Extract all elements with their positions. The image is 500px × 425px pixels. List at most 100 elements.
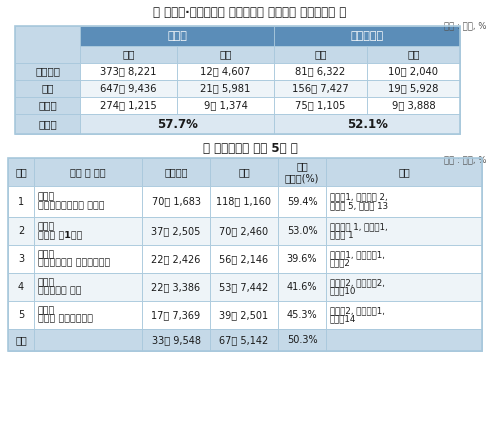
Text: 한국철도시설공단 이사장: 한국철도시설공단 이사장 [38,201,104,210]
Bar [177,46,274,63]
Text: 2: 2 [18,226,24,236]
Text: 인사혁신처: 인사혁신처 [350,31,384,41]
Bar [210,186,278,217]
Bar [274,114,460,134]
Text: 70억 2,460: 70억 2,460 [220,226,268,236]
Bar [326,245,482,273]
Bar [142,273,210,301]
Text: 22억 2,426: 22억 2,426 [152,254,200,264]
Text: 45.3%: 45.3% [286,310,318,320]
Bar [326,217,482,245]
Bar [8,273,34,301]
Text: 국토부 제1차관: 국토부 제1차관 [38,230,82,239]
Bar [274,97,367,114]
Bar [80,63,177,80]
Bar [367,63,460,80]
Bar [278,158,326,186]
Bar [274,80,367,97]
Bar [274,26,460,46]
Bar [34,217,142,245]
Bar [15,97,80,114]
Bar [210,329,278,351]
Bar [367,46,460,63]
Bar [142,329,210,351]
Text: 합계: 합계 [314,49,327,60]
Bar [142,186,210,217]
Bar [15,80,80,97]
Text: 이차액: 이차액 [38,100,57,110]
Text: 17억 7,369: 17억 7,369 [152,310,200,320]
Bar [326,158,482,186]
Bar [15,26,460,134]
Bar [34,301,142,329]
Text: 한국철도공사 상임감사위원: 한국철도공사 상임감사위원 [38,258,110,267]
Text: 정만석: 정만석 [38,278,55,288]
Bar [210,301,278,329]
Bar [142,245,210,273]
Text: 아파트1, 주상복합 2,: 아파트1, 주상복합 2, [330,193,388,201]
Text: 9억 1,374: 9억 1,374 [204,100,248,110]
Text: 373억 8,221: 373억 8,221 [100,66,157,76]
Bar [8,245,34,273]
Text: 53억 7,442: 53억 7,442 [220,282,268,292]
Bar [80,80,177,97]
Text: 53.0%: 53.0% [286,226,318,236]
Text: 아파트2, 주상복핂1,: 아파트2, 주상복핂1, [330,306,385,316]
Text: 67억 5,142: 67억 5,142 [220,335,268,345]
Bar [326,273,482,301]
Bar [177,80,274,97]
Text: 성명 및 직위: 성명 및 직위 [70,167,106,177]
Bar [80,97,177,114]
Bar [8,329,34,351]
Text: 국토부 항공정책실장: 국토부 항공정책실장 [38,314,93,323]
Bar [278,217,326,245]
Bar [142,158,210,186]
Text: 5: 5 [18,310,24,320]
Text: 12억 4,607: 12억 4,607 [200,66,250,76]
Bar [15,63,80,80]
Bar [210,158,278,186]
Bar [34,245,142,273]
Bar [8,217,34,245]
Text: 시세
반영률(%): 시세 반영률(%) [285,161,319,183]
Bar [34,329,142,351]
Bar [367,80,460,97]
Text: 아파트2, 주상복핂2,: 아파트2, 주상복핂2, [330,278,385,288]
Text: 아파트1, 주상복핂1,: 아파트1, 주상복핂1, [330,251,385,260]
Text: 단위 : 만원, %: 단위 : 만원, % [444,155,487,164]
Text: 70억 1,683: 70억 1,683 [152,196,200,207]
Text: 신고가액: 신고가액 [35,66,60,76]
Text: 52.1%: 52.1% [346,117,388,130]
Text: 전답듵14: 전답듵14 [330,314,356,323]
Text: 상가듵 5, 전답듵 13: 상가듵 5, 전답듵 13 [330,201,388,210]
Bar [210,245,278,273]
Text: 1: 1 [18,196,24,207]
Bar [142,301,210,329]
Text: 단위 : 만원, %: 단위 : 만원, % [444,21,487,30]
Bar [34,158,142,186]
Text: 4: 4 [18,282,24,292]
Bar [177,97,274,114]
Bar [8,301,34,329]
Text: 신고기액: 신고기액 [164,167,188,177]
Bar [8,158,482,351]
Bar [326,329,482,351]
Text: 시세: 시세 [41,83,54,94]
Text: 156억 7,427: 156억 7,427 [292,83,349,94]
Bar [34,186,142,217]
Text: 59.4%: 59.4% [286,196,318,207]
Text: 평균: 평균 [15,335,27,345]
Bar [278,273,326,301]
Bar [278,245,326,273]
Bar [80,114,274,134]
Bar [80,26,274,46]
Text: 50.3%: 50.3% [286,335,318,345]
Text: 전답듵10: 전답듵10 [330,286,356,295]
Text: 박종준: 박종준 [38,251,55,260]
Bar [278,186,326,217]
Text: 국토부: 국토부 [167,31,187,41]
Bar [34,273,142,301]
Text: 39.6%: 39.6% [287,254,318,264]
Bar [177,63,274,80]
Text: 33억 9,548: 33억 9,548 [152,335,200,345]
